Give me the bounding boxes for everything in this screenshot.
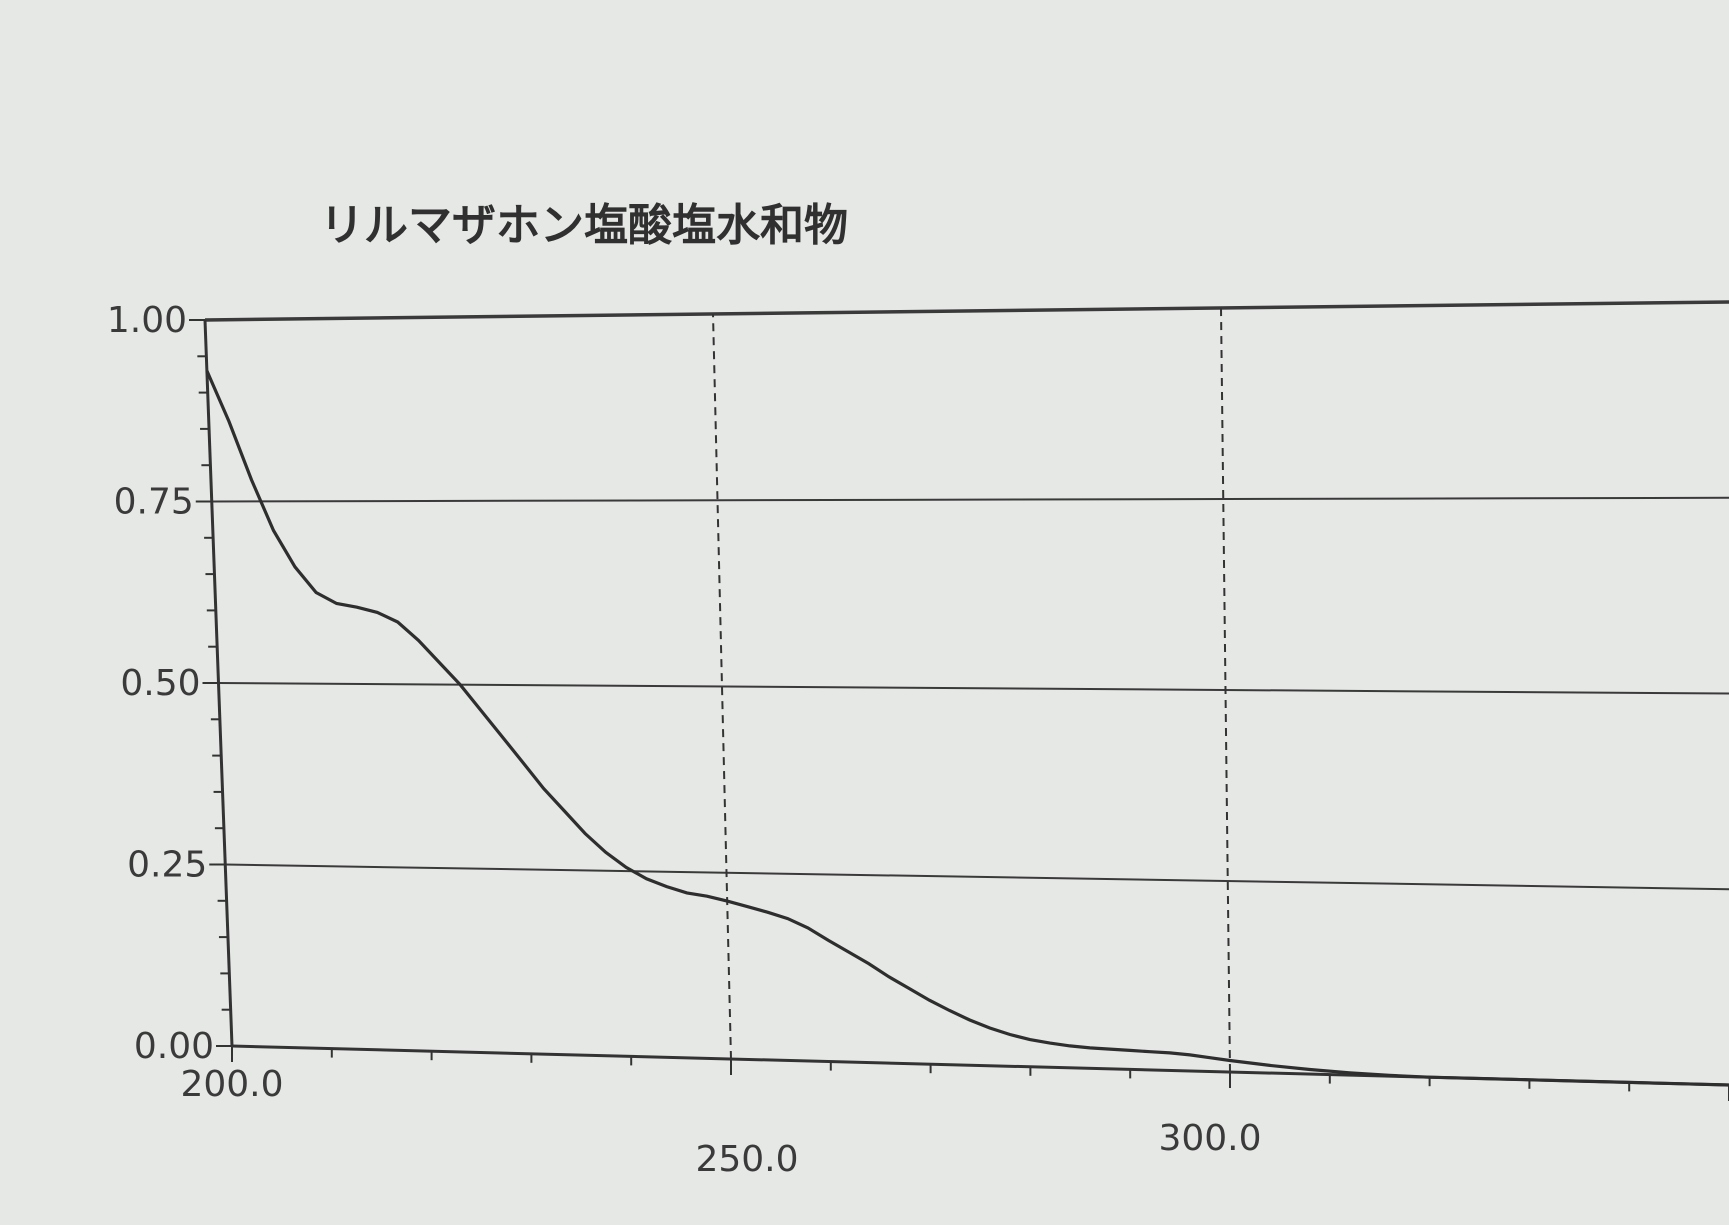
y-tick-label: 1.00 <box>107 300 187 341</box>
y-tick-label: 0.25 <box>127 845 207 886</box>
x-gridline-dashed <box>1220 307 1231 1073</box>
y-tick-label: 0.50 <box>120 663 200 704</box>
y-gridline <box>218 682 1729 695</box>
x-tick-label: 250.0 <box>695 1139 798 1180</box>
tick-marks <box>189 319 1729 1101</box>
y-gridline <box>204 300 1729 322</box>
x-gridline-dashed <box>712 313 732 1060</box>
y-tick-labels: 0.00 0.25 0.50 0.75 1.00 <box>107 300 214 1067</box>
y-gridline <box>211 496 1729 503</box>
x-tick-label: 200.0 <box>180 1064 283 1105</box>
y-tick-label: 0.75 <box>114 482 194 523</box>
chart-title: リルマザホン塩酸塩水和物 <box>320 200 848 251</box>
y-tick-label: 0.00 <box>134 1026 214 1067</box>
series-line <box>205 370 1729 1087</box>
x-tick-label: 300.0 <box>1158 1118 1261 1159</box>
y-gridline <box>225 863 1729 891</box>
gridlines <box>204 300 1729 1073</box>
